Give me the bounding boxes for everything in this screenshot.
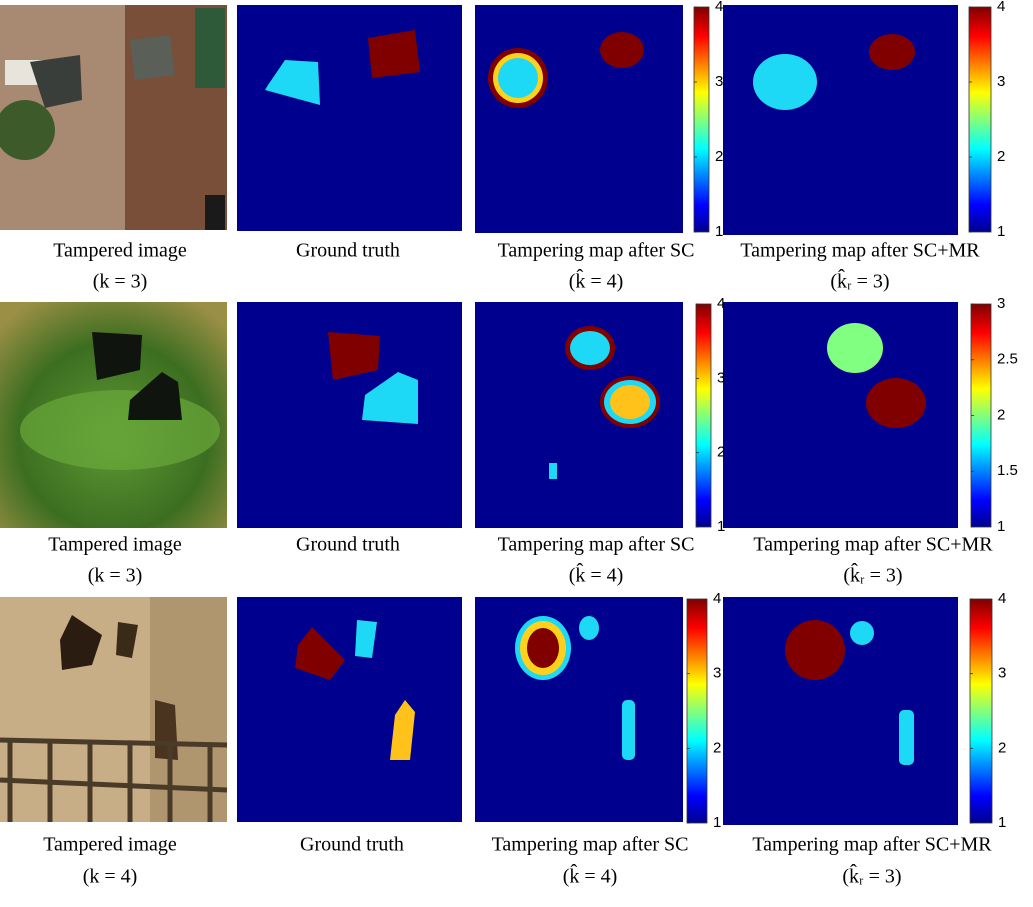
- subcaption: (k = 4): [83, 866, 138, 888]
- tick-label: 4: [717, 295, 725, 312]
- sc-mr-map: [723, 5, 958, 235]
- tick-label: 4: [997, 0, 1005, 15]
- sc-map: [475, 302, 683, 528]
- tampered-image: [0, 5, 227, 230]
- colorbar: [693, 6, 710, 233]
- tampered-image: [0, 302, 227, 528]
- ground-truth-map: [237, 5, 462, 231]
- tick-label: 4: [998, 590, 1006, 607]
- subcaption: (k̂ᵣ = 3): [843, 562, 902, 587]
- tick-label: 2: [997, 406, 1005, 423]
- caption: Ground truth: [296, 240, 400, 262]
- tampered-image: [0, 597, 228, 822]
- tick-label: 3: [998, 665, 1006, 682]
- caption: Ground truth: [300, 834, 404, 856]
- tick-label: 4: [715, 0, 723, 15]
- caption: Ground truth: [296, 534, 400, 556]
- subcaption: (k̂ᵣ = 3): [842, 863, 901, 888]
- tick-label: 2: [713, 739, 721, 756]
- subcaption: (k̂ = 4): [563, 863, 618, 888]
- colorbar: [968, 6, 992, 233]
- caption: Tampered image: [43, 834, 177, 856]
- tick-label: 2.5: [997, 351, 1018, 368]
- tick-label: 2: [997, 148, 1005, 165]
- sc-map: [475, 5, 683, 233]
- caption: Tampering map after SC: [492, 834, 689, 856]
- colorbar: [695, 303, 712, 528]
- tick-label: 4: [713, 590, 721, 607]
- caption: Tampering map after SC+MR: [740, 240, 980, 262]
- subcaption: (k = 3): [93, 271, 148, 293]
- tick-label: 2: [715, 148, 723, 165]
- caption: Tampering map after SC+MR: [753, 534, 993, 556]
- tick-label: 3: [713, 665, 721, 682]
- tick-label: 1: [997, 518, 1005, 535]
- tick-label: 1: [717, 518, 725, 535]
- sc-mr-map: [723, 302, 958, 528]
- tick-label: 2: [717, 444, 725, 461]
- subcaption: (k = 3): [88, 565, 143, 587]
- tick-label: 1: [715, 223, 723, 240]
- tick-label: 2: [998, 739, 1006, 756]
- tick-label: 3: [997, 295, 1005, 312]
- colorbar: [686, 598, 708, 824]
- tick-label: 1: [997, 223, 1005, 240]
- subcaption: (k̂ᵣ = 3): [830, 268, 889, 293]
- ground-truth-map: [237, 302, 462, 528]
- caption: Tampering map after SC: [498, 534, 695, 556]
- tick-label: 1: [713, 814, 721, 831]
- tick-label: 3: [715, 73, 723, 90]
- subcaption: (k̂ = 4): [569, 268, 624, 293]
- caption: Tampering map after SC: [498, 240, 695, 262]
- tick-label: 3: [717, 369, 725, 386]
- caption: Tampered image: [53, 240, 187, 262]
- tick-label: 1: [998, 814, 1006, 831]
- caption: Tampered image: [48, 534, 182, 556]
- sc-mr-map: [723, 597, 958, 825]
- subcaption: (k̂ = 4): [569, 562, 624, 587]
- sc-map: [475, 597, 683, 822]
- ground-truth-map: [237, 597, 462, 822]
- tick-label: 3: [997, 73, 1005, 90]
- caption: Tampering map after SC+MR: [752, 834, 992, 856]
- colorbar: [969, 598, 993, 824]
- tick-label: 1.5: [997, 462, 1018, 479]
